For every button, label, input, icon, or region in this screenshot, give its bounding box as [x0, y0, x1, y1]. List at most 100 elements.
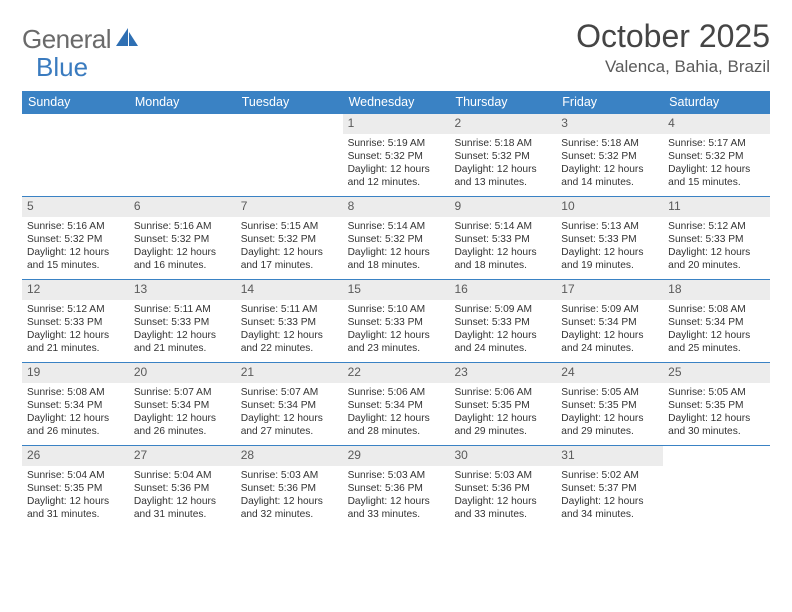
daylight-line: Daylight: 12 hours and 27 minutes. — [241, 412, 339, 439]
sunset-line: Sunset: 5:36 PM — [348, 482, 446, 495]
day-cell: 25Sunrise: 5:05 AMSunset: 5:35 PMDayligh… — [663, 363, 770, 445]
weekday-header: Sunday — [22, 91, 129, 114]
daylight-line: Daylight: 12 hours and 26 minutes. — [134, 412, 232, 439]
sunset-line: Sunset: 5:36 PM — [241, 482, 339, 495]
sunset-line: Sunset: 5:33 PM — [134, 316, 232, 329]
sunset-line: Sunset: 5:32 PM — [561, 150, 659, 163]
daylight-line: Daylight: 12 hours and 24 minutes. — [454, 329, 552, 356]
sunset-line: Sunset: 5:34 PM — [348, 399, 446, 412]
day-detail: Sunrise: 5:11 AMSunset: 5:33 PMDaylight:… — [129, 300, 236, 360]
day-cell: 15Sunrise: 5:10 AMSunset: 5:33 PMDayligh… — [343, 280, 450, 362]
day-number: 27 — [129, 446, 236, 466]
day-number: 13 — [129, 280, 236, 300]
sunrise-line: Sunrise: 5:14 AM — [348, 220, 446, 233]
weekday-header: Wednesday — [343, 91, 450, 114]
day-detail: Sunrise: 5:13 AMSunset: 5:33 PMDaylight:… — [556, 217, 663, 277]
sunset-line: Sunset: 5:32 PM — [134, 233, 232, 246]
day-number: 22 — [343, 363, 450, 383]
sunrise-line: Sunrise: 5:09 AM — [454, 303, 552, 316]
daylight-line: Daylight: 12 hours and 24 minutes. — [561, 329, 659, 356]
day-detail: Sunrise: 5:14 AMSunset: 5:32 PMDaylight:… — [343, 217, 450, 277]
day-number: 21 — [236, 363, 343, 383]
sunset-line: Sunset: 5:32 PM — [348, 233, 446, 246]
sunset-line: Sunset: 5:33 PM — [348, 316, 446, 329]
day-number: 31 — [556, 446, 663, 466]
sunrise-line: Sunrise: 5:10 AM — [348, 303, 446, 316]
sunset-line: Sunset: 5:32 PM — [348, 150, 446, 163]
day-detail: Sunrise: 5:07 AMSunset: 5:34 PMDaylight:… — [236, 383, 343, 443]
day-number: 25 — [663, 363, 770, 383]
empty-cell — [22, 114, 129, 196]
sunrise-line: Sunrise: 5:19 AM — [348, 137, 446, 150]
calendar: SundayMondayTuesdayWednesdayThursdayFrid… — [22, 91, 770, 528]
day-cell: 19Sunrise: 5:08 AMSunset: 5:34 PMDayligh… — [22, 363, 129, 445]
sunset-line: Sunset: 5:36 PM — [454, 482, 552, 495]
sunrise-line: Sunrise: 5:06 AM — [454, 386, 552, 399]
daylight-line: Daylight: 12 hours and 21 minutes. — [134, 329, 232, 356]
week-row: 12Sunrise: 5:12 AMSunset: 5:33 PMDayligh… — [22, 280, 770, 363]
day-detail: Sunrise: 5:12 AMSunset: 5:33 PMDaylight:… — [663, 217, 770, 277]
day-cell: 13Sunrise: 5:11 AMSunset: 5:33 PMDayligh… — [129, 280, 236, 362]
sunset-line: Sunset: 5:37 PM — [561, 482, 659, 495]
sunrise-line: Sunrise: 5:11 AM — [241, 303, 339, 316]
day-number: 7 — [236, 197, 343, 217]
day-detail: Sunrise: 5:14 AMSunset: 5:33 PMDaylight:… — [449, 217, 556, 277]
weekday-header: Saturday — [663, 91, 770, 114]
day-number: 24 — [556, 363, 663, 383]
sunrise-line: Sunrise: 5:07 AM — [241, 386, 339, 399]
sunset-line: Sunset: 5:33 PM — [241, 316, 339, 329]
empty-cell — [236, 114, 343, 196]
header: General October 2025 Valenca, Bahia, Bra… — [22, 18, 770, 77]
day-cell: 14Sunrise: 5:11 AMSunset: 5:33 PMDayligh… — [236, 280, 343, 362]
day-detail: Sunrise: 5:03 AMSunset: 5:36 PMDaylight:… — [236, 466, 343, 526]
sunrise-line: Sunrise: 5:18 AM — [561, 137, 659, 150]
daylight-line: Daylight: 12 hours and 12 minutes. — [348, 163, 446, 190]
day-detail: Sunrise: 5:05 AMSunset: 5:35 PMDaylight:… — [663, 383, 770, 443]
day-cell: 7Sunrise: 5:15 AMSunset: 5:32 PMDaylight… — [236, 197, 343, 279]
day-detail: Sunrise: 5:09 AMSunset: 5:33 PMDaylight:… — [449, 300, 556, 360]
day-number: 10 — [556, 197, 663, 217]
day-detail: Sunrise: 5:18 AMSunset: 5:32 PMDaylight:… — [556, 134, 663, 194]
weekday-header: Friday — [556, 91, 663, 114]
sunrise-line: Sunrise: 5:03 AM — [348, 469, 446, 482]
daylight-line: Daylight: 12 hours and 34 minutes. — [561, 495, 659, 522]
brand-word2: Blue — [36, 52, 88, 82]
day-cell: 26Sunrise: 5:04 AMSunset: 5:35 PMDayligh… — [22, 446, 129, 528]
sunrise-line: Sunrise: 5:03 AM — [454, 469, 552, 482]
daylight-line: Daylight: 12 hours and 15 minutes. — [668, 163, 766, 190]
day-cell: 6Sunrise: 5:16 AMSunset: 5:32 PMDaylight… — [129, 197, 236, 279]
daylight-line: Daylight: 12 hours and 23 minutes. — [348, 329, 446, 356]
sunrise-line: Sunrise: 5:05 AM — [668, 386, 766, 399]
day-number: 2 — [449, 114, 556, 134]
day-number: 16 — [449, 280, 556, 300]
day-detail: Sunrise: 5:16 AMSunset: 5:32 PMDaylight:… — [129, 217, 236, 277]
day-number: 15 — [343, 280, 450, 300]
day-number: 19 — [22, 363, 129, 383]
day-detail: Sunrise: 5:10 AMSunset: 5:33 PMDaylight:… — [343, 300, 450, 360]
day-cell: 21Sunrise: 5:07 AMSunset: 5:34 PMDayligh… — [236, 363, 343, 445]
daylight-line: Daylight: 12 hours and 18 minutes. — [348, 246, 446, 273]
sunset-line: Sunset: 5:34 PM — [561, 316, 659, 329]
day-number: 12 — [22, 280, 129, 300]
sunset-line: Sunset: 5:32 PM — [27, 233, 125, 246]
daylight-line: Daylight: 12 hours and 20 minutes. — [668, 246, 766, 273]
daylight-line: Daylight: 12 hours and 33 minutes. — [454, 495, 552, 522]
month-title: October 2025 — [576, 18, 770, 55]
day-number: 17 — [556, 280, 663, 300]
day-cell: 29Sunrise: 5:03 AMSunset: 5:36 PMDayligh… — [343, 446, 450, 528]
day-cell: 18Sunrise: 5:08 AMSunset: 5:34 PMDayligh… — [663, 280, 770, 362]
daylight-line: Daylight: 12 hours and 31 minutes. — [27, 495, 125, 522]
sunset-line: Sunset: 5:35 PM — [454, 399, 552, 412]
day-cell: 16Sunrise: 5:09 AMSunset: 5:33 PMDayligh… — [449, 280, 556, 362]
day-cell: 22Sunrise: 5:06 AMSunset: 5:34 PMDayligh… — [343, 363, 450, 445]
day-cell: 20Sunrise: 5:07 AMSunset: 5:34 PMDayligh… — [129, 363, 236, 445]
sunset-line: Sunset: 5:32 PM — [668, 150, 766, 163]
sunrise-line: Sunrise: 5:11 AM — [134, 303, 232, 316]
empty-cell — [129, 114, 236, 196]
day-detail: Sunrise: 5:06 AMSunset: 5:34 PMDaylight:… — [343, 383, 450, 443]
weekday-header: Tuesday — [236, 91, 343, 114]
day-detail: Sunrise: 5:09 AMSunset: 5:34 PMDaylight:… — [556, 300, 663, 360]
day-detail: Sunrise: 5:07 AMSunset: 5:34 PMDaylight:… — [129, 383, 236, 443]
day-number: 5 — [22, 197, 129, 217]
brand-logo: General — [22, 24, 143, 55]
